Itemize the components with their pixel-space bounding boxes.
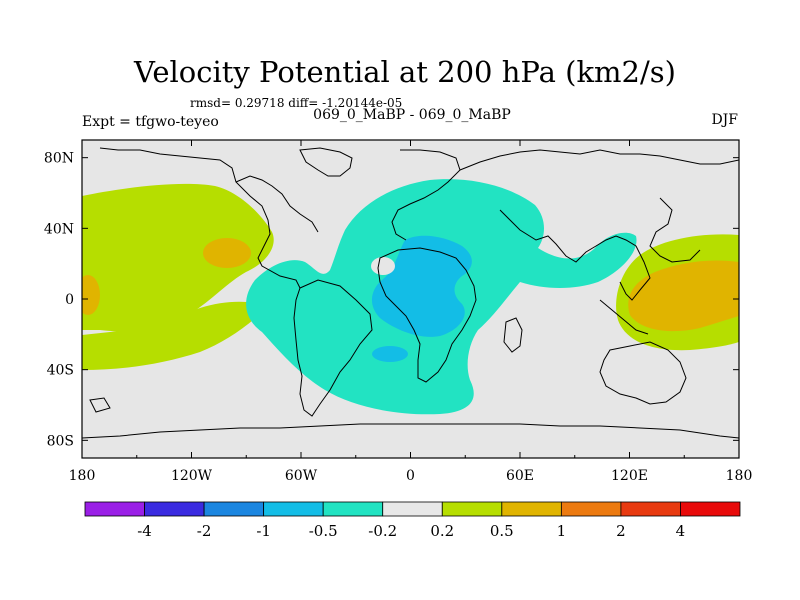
chart-title: Velocity Potential at 200 hPa (km2/s): [133, 55, 676, 89]
y-tick-label: 80S: [47, 433, 74, 449]
positive-region-east-pacific-lower: [82, 301, 268, 370]
y-tick-label: 0: [65, 292, 74, 308]
x-tick-label: 0: [406, 468, 415, 484]
positive-core-dateline: [82, 275, 100, 315]
x-tick-label: 180: [69, 468, 96, 484]
colorbar-label: 0.5: [490, 522, 514, 540]
colorbar-label: -4: [137, 522, 152, 540]
case-label: 069_0_MaBP - 069_0_MaBP: [313, 107, 511, 123]
colorbar-swatch: [144, 501, 205, 517]
y-axis: 80N 40N 0 40S 80S: [44, 151, 739, 449]
negative-core: [371, 235, 472, 337]
negative-core-south: [372, 346, 408, 362]
positive-core-west-pacific: [628, 260, 739, 332]
y-tick-label: 80N: [44, 151, 74, 167]
colorbar-label: 1: [557, 522, 567, 540]
colorbar-swatch: [84, 501, 145, 517]
positive-region-east-pacific: [82, 183, 274, 332]
colorbar-swatch: [441, 501, 503, 517]
x-tick-label: 120E: [611, 468, 648, 484]
colorbar-label: -0.5: [309, 522, 338, 540]
colorbar-swatch: [560, 501, 622, 517]
colorbar: -4 -2 -1 -0.5 -0.2 0.2 0.5 1 2 4: [84, 501, 741, 540]
positive-core-east-pacific: [203, 238, 251, 268]
y-tick-label: 40N: [44, 221, 74, 237]
colorbar-swatch: [620, 501, 681, 517]
colorbar-label: 0.2: [430, 522, 454, 540]
colorbar-swatch: [501, 501, 562, 517]
x-tick-label: 120W: [171, 468, 213, 484]
season-label: DJF: [711, 112, 738, 128]
y-tick-label: 40S: [47, 363, 74, 379]
colorbar-label: 4: [676, 522, 686, 540]
neutral-hole: [371, 257, 395, 275]
colorbar-swatch: [382, 501, 443, 517]
x-tick-label: 60E: [506, 468, 534, 484]
x-axis: 180 120W 60W 0 60E 120E 180: [69, 140, 753, 484]
x-tick-label: 60W: [285, 468, 318, 484]
colorbar-label: 2: [616, 522, 626, 540]
colorbar-label: -1: [256, 522, 271, 540]
colorbar-swatch: [263, 501, 324, 517]
colorbar-swatch: [680, 501, 741, 517]
colorbar-label: -2: [197, 522, 212, 540]
colorbar-label: -0.2: [368, 522, 397, 540]
colorbar-swatch: [322, 501, 384, 517]
stats-line: rmsd= 0.29718 diff= -1.20144e-05: [190, 96, 402, 110]
experiment-label: Expt = tfgwo-teyeo: [82, 114, 219, 130]
colorbar-swatch: [203, 501, 265, 517]
x-tick-label: 180: [726, 468, 753, 484]
coastlines: [82, 147, 739, 439]
map-panel: 180 120W 60W 0 60E 120E 180 80N 40N 0 40S 80S: [44, 139, 753, 484]
